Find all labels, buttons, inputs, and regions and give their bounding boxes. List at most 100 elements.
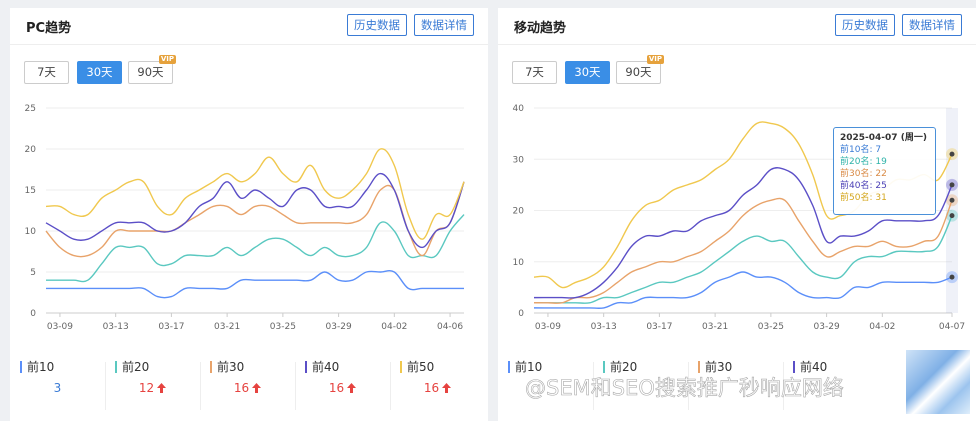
mobile-panel-title: 移动趋势 <box>514 21 567 36</box>
mobile-point-3[interactable] <box>949 182 955 188</box>
pc-y-tick-label: 25 <box>25 104 36 114</box>
mobile-series-line-2[interactable] <box>533 197 953 304</box>
pc-x-tick-label: 03-13 <box>103 322 129 332</box>
mobile-legend-top10-label: 前10 <box>508 358 542 375</box>
mobile-legend-item-top30[interactable]: 前30 <box>688 354 783 414</box>
pc-range-7d-button[interactable]: 7天 <box>24 61 69 84</box>
mobile-x-tick-label: 03-21 <box>702 322 728 332</box>
mobile-legend: 前10 前20 前30 前40 <box>498 354 976 414</box>
legend-divider <box>390 362 391 410</box>
pc-series-line-0[interactable] <box>46 269 464 299</box>
watermark-text: @SEM和SEO搜索推广秒响应网络 <box>525 376 844 401</box>
mobile-trend-panel: 移动趋势 历史数据 数据详情 7天 30天 90天 VIP 0 10 20 30 40 0… <box>498 8 976 421</box>
legend-divider <box>688 362 689 410</box>
legend-color-bar <box>115 361 117 373</box>
mobile-series-line-1[interactable] <box>533 215 953 304</box>
pc-series-line-3[interactable] <box>45 172 465 249</box>
trend-up-icon <box>157 383 167 393</box>
legend-divider <box>783 362 784 410</box>
pc-legend-item-top10[interactable]: 前10 3 <box>10 354 105 414</box>
mobile-legend-item-top40[interactable]: 前40 <box>783 354 878 414</box>
mobile-x-tick-label: 03-25 <box>758 322 784 332</box>
mobile-y-tick-label: 40 <box>513 104 525 114</box>
tooltip-row-top20: 前20名: 19 <box>840 157 887 167</box>
mobile-range-90d-button[interactable]: 90天 VIP <box>616 55 664 84</box>
mobile-range-7d-button[interactable]: 7天 <box>512 61 557 84</box>
pc-legend-item-top50[interactable]: 前50 16 <box>390 354 485 414</box>
pc-history-button[interactable]: 历史数据 <box>347 14 407 36</box>
legend-color-bar <box>305 361 307 373</box>
mobile-range-30d-button[interactable]: 30天 <box>565 61 610 84</box>
legend-color-bar <box>210 361 212 373</box>
mobile-range-90d-label: 90天 <box>625 65 652 79</box>
legend-color-bar <box>698 361 700 373</box>
pc-series-line-4[interactable] <box>45 148 465 240</box>
pc-y-tick-label: 20 <box>25 145 37 155</box>
watermark-logo-image <box>906 350 970 414</box>
mobile-history-button[interactable]: 历史数据 <box>835 14 895 36</box>
pc-x-tick-label: 04-06 <box>437 322 463 332</box>
pc-details-button[interactable]: 数据详情 <box>414 14 474 36</box>
legend-divider <box>105 362 106 410</box>
pc-x-tick-label: 03-29 <box>326 322 352 332</box>
pc-legend-top30-number: 16 <box>233 381 250 395</box>
pc-legend-item-top40[interactable]: 前40 16 <box>295 354 390 414</box>
tooltip-row-top40: 前40名: 25 <box>840 181 887 191</box>
pc-panel-title: PC趋势 <box>26 21 72 36</box>
pc-legend-top40-value: 16 <box>295 381 390 395</box>
pc-series-line-1[interactable] <box>45 214 465 283</box>
pc-trend-chart[interactable]: 0 5 10 15 20 25 03-09 03-13 03-17 03-21 03-25 03-29… <box>10 98 488 338</box>
pc-x-tick-label: 03-09 <box>47 322 73 332</box>
mobile-details-button[interactable]: 数据详情 <box>902 14 962 36</box>
legend-divider <box>295 362 296 410</box>
pc-range-90d-button[interactable]: 90天 VIP <box>128 55 176 84</box>
mobile-x-tick-label: 04-02 <box>869 322 895 332</box>
legend-divider <box>593 362 594 410</box>
mobile-x-tick-label: 04-07 <box>939 322 965 332</box>
pc-legend-top10-label: 前10 <box>20 358 54 375</box>
pc-x-tick-label: 03-21 <box>214 322 240 332</box>
mobile-legend-top20-text: 前20 <box>610 360 638 374</box>
pc-legend-top20-label: 前20 <box>115 358 149 375</box>
mobile-legend-item-top10[interactable]: 前10 <box>498 354 593 414</box>
tooltip-row-top50: 前50名: 31 <box>840 193 887 203</box>
mobile-vip-badge: VIP <box>646 55 664 64</box>
pc-legend-top20-number: 12 <box>138 381 155 395</box>
mobile-legend-top20-label: 前20 <box>603 358 637 375</box>
pc-vip-badge: VIP <box>158 55 176 64</box>
tooltip-row-top30: 前30名: 22 <box>840 169 887 179</box>
pc-trend-panel: PC趋势 历史数据 数据详情 7天 30天 90天 VIP 0 5 10 15 20 25… <box>10 8 488 421</box>
pc-range-30d-button[interactable]: 30天 <box>77 61 122 84</box>
mobile-point-0[interactable] <box>949 274 955 280</box>
mobile-point-2[interactable] <box>949 197 955 203</box>
pc-y-tick-label: 0 <box>30 309 36 319</box>
pc-legend-item-top30[interactable]: 前30 16 <box>200 354 295 414</box>
pc-legend-item-top20[interactable]: 前20 12 <box>105 354 200 414</box>
pc-legend-top30-value: 16 <box>200 381 295 395</box>
tooltip-date: 2025-04-07 (周一) <box>840 133 927 143</box>
legend-color-bar <box>603 361 605 373</box>
mobile-point-4[interactable] <box>949 151 955 157</box>
mobile-x-tick-label: 03-13 <box>591 322 617 332</box>
mobile-legend-item-top20[interactable]: 前20 <box>593 354 688 414</box>
trend-up-icon <box>442 383 452 393</box>
pc-range-90d-label: 90天 <box>137 65 164 79</box>
mobile-series-line-0[interactable] <box>533 271 953 309</box>
mobile-legend-top40-text: 前40 <box>800 360 828 374</box>
mobile-y-tick-label: 20 <box>513 207 525 217</box>
pc-x-tick-label: 03-17 <box>158 322 184 332</box>
pc-legend-top30-text: 前30 <box>217 360 245 374</box>
pc-legend-top40-label: 前40 <box>305 358 339 375</box>
legend-divider <box>200 362 201 410</box>
mobile-point-1[interactable] <box>949 213 955 219</box>
mobile-chart-tooltip: 2025-04-07 (周一) 前10名: 7 前20名: 19 前30名: 2… <box>833 127 936 215</box>
mobile-x-tick-label: 03-09 <box>535 322 561 332</box>
mobile-legend-top30-label: 前30 <box>698 358 732 375</box>
legend-color-bar <box>400 361 402 373</box>
legend-color-bar <box>793 361 795 373</box>
mobile-series-line-3[interactable] <box>533 167 953 299</box>
pc-y-tick-label: 10 <box>25 227 37 237</box>
pc-legend-top50-label: 前50 <box>400 358 434 375</box>
mobile-trend-chart[interactable]: 0 10 20 30 40 03-09 03-13 03-17 03-21 03-25 03-29 0… <box>498 98 976 338</box>
mobile-y-tick-label: 30 <box>513 155 525 165</box>
